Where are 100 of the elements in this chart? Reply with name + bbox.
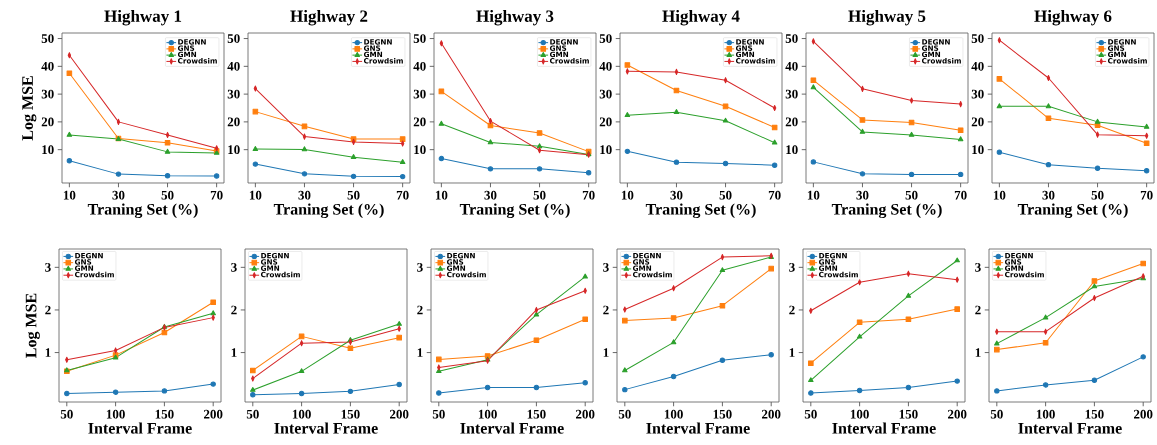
y-tick-label: 40	[599, 61, 612, 71]
x-axis-title: Interval Frame	[646, 422, 750, 434]
x-tick-label: 150	[341, 409, 360, 419]
x-tick-label: 100	[292, 409, 311, 419]
x-tick-label: 50	[161, 190, 174, 200]
x-tick-label: 150	[1085, 409, 1104, 419]
y-tick-label: 40	[413, 61, 426, 71]
x-axis-title: Interval Frame	[88, 422, 192, 434]
x-tick-label: 70	[768, 190, 781, 200]
x-tick-label: 50	[60, 409, 73, 419]
y-tick-label: 10	[228, 145, 240, 155]
x-tick-label: 150	[713, 409, 732, 419]
y-tick-label: 50	[227, 34, 240, 43]
y-tick-label: 3	[45, 262, 51, 272]
x-tick-label: 200	[762, 409, 781, 419]
x-tick-label: 70	[954, 190, 967, 200]
y-tick-label: 2	[603, 305, 609, 315]
x-tick-label: 10	[435, 190, 448, 200]
x-axis-title: Traning Set (%)	[831, 203, 942, 219]
x-tick-label: 70	[582, 190, 595, 200]
y-tick-label: 40	[971, 61, 984, 71]
y-tick-label: 1	[603, 348, 609, 357]
x-tick-label: 50	[1091, 190, 1104, 200]
chart-title: Highway 3	[476, 9, 554, 26]
y-tick-label: 2	[231, 305, 237, 315]
y-tick-label: 3	[975, 262, 981, 272]
x-tick-label: 100	[1036, 409, 1055, 419]
x-tick-label: 10	[63, 190, 76, 200]
x-tick-label: 10	[993, 190, 1006, 200]
x-tick-label: 70	[210, 190, 223, 200]
y-tick-label: 50	[599, 34, 612, 43]
x-tick-label: 150	[527, 409, 546, 419]
chart-title: Highway 4	[662, 9, 740, 26]
y-tick-label: 3	[789, 262, 795, 272]
x-axis-title: Interval Frame	[832, 422, 936, 434]
y-tick-label: 30	[227, 89, 240, 99]
x-tick-label: 50	[990, 409, 1003, 419]
y-tick-label: 40	[227, 61, 240, 71]
y-tick-label: 3	[417, 262, 423, 272]
x-tick-label: 50	[432, 409, 445, 419]
x-tick-label: 100	[850, 409, 869, 419]
x-tick-label: 30	[298, 190, 311, 200]
y-tick-label: 20	[785, 117, 798, 127]
y-tick-label: 20	[41, 117, 54, 127]
y-tick-label: 1	[789, 348, 795, 357]
y-tick-label: 30	[785, 89, 798, 99]
y-tick-label: 1	[417, 348, 423, 357]
y-tick-label: 10	[414, 145, 426, 155]
x-tick-label: 150	[155, 409, 174, 419]
x-axis-title: Traning Set (%)	[273, 203, 384, 219]
x-tick-label: 100	[478, 409, 497, 419]
y-tick-label: 1	[231, 348, 237, 357]
x-tick-label: 200	[203, 409, 223, 419]
chart-title: Highway 5	[848, 9, 926, 26]
x-tick-label: 50	[719, 190, 732, 200]
x-tick-label: 30	[112, 190, 125, 200]
x-axis-title: Traning Set (%)	[1017, 203, 1128, 219]
y-tick-label: 30	[971, 89, 984, 99]
x-tick-label: 10	[249, 190, 262, 200]
chart-title: Highway 6	[1034, 9, 1112, 26]
x-tick-label: 70	[396, 190, 409, 200]
x-axis-title: Traning Set (%)	[459, 203, 570, 219]
x-tick-label: 100	[106, 409, 125, 419]
y-tick-label: 3	[603, 262, 609, 272]
y-tick-label: 30	[41, 89, 54, 99]
y-tick-label: 50	[971, 34, 984, 43]
x-tick-label: 30	[484, 190, 497, 200]
y-axis-title: Log MSE	[22, 76, 37, 141]
y-tick-label: 2	[45, 305, 51, 315]
chart-title: Highway 2	[290, 9, 368, 26]
y-tick-label: 2	[975, 305, 981, 315]
chart-title: Highway 1	[104, 9, 182, 26]
x-tick-label: 200	[1134, 409, 1153, 419]
y-tick-label: 2	[789, 305, 795, 315]
y-tick-label: 20	[971, 117, 984, 127]
x-tick-label: 10	[621, 190, 634, 200]
x-tick-label: 150	[899, 409, 918, 419]
x-axis-title: Interval Frame	[460, 422, 564, 434]
x-tick-label: 50	[905, 190, 918, 200]
x-tick-label: 200	[389, 409, 409, 419]
x-tick-label: 50	[804, 409, 817, 419]
x-tick-label: 10	[807, 190, 820, 200]
y-tick-label: 30	[413, 89, 426, 99]
y-tick-label: 2	[417, 305, 423, 315]
x-tick-label: 30	[856, 190, 869, 200]
x-axis-title: Interval Frame	[274, 422, 378, 434]
x-tick-label: 30	[1042, 190, 1055, 200]
x-tick-label: 100	[664, 409, 683, 419]
y-tick-label: 1	[975, 348, 981, 357]
y-tick-label: 40	[785, 61, 798, 71]
y-tick-label: 20	[227, 117, 240, 127]
x-tick-label: 70	[1140, 190, 1153, 200]
x-tick-label: 200	[576, 409, 595, 419]
x-tick-label: 50	[347, 190, 360, 200]
y-tick-label: 40	[41, 61, 54, 71]
x-axis-title: Interval Frame	[1018, 422, 1122, 434]
y-tick-label: 10	[786, 145, 798, 155]
y-tick-label: 3	[231, 262, 237, 272]
x-tick-label: 50	[533, 190, 546, 200]
y-tick-label: 30	[599, 89, 612, 99]
